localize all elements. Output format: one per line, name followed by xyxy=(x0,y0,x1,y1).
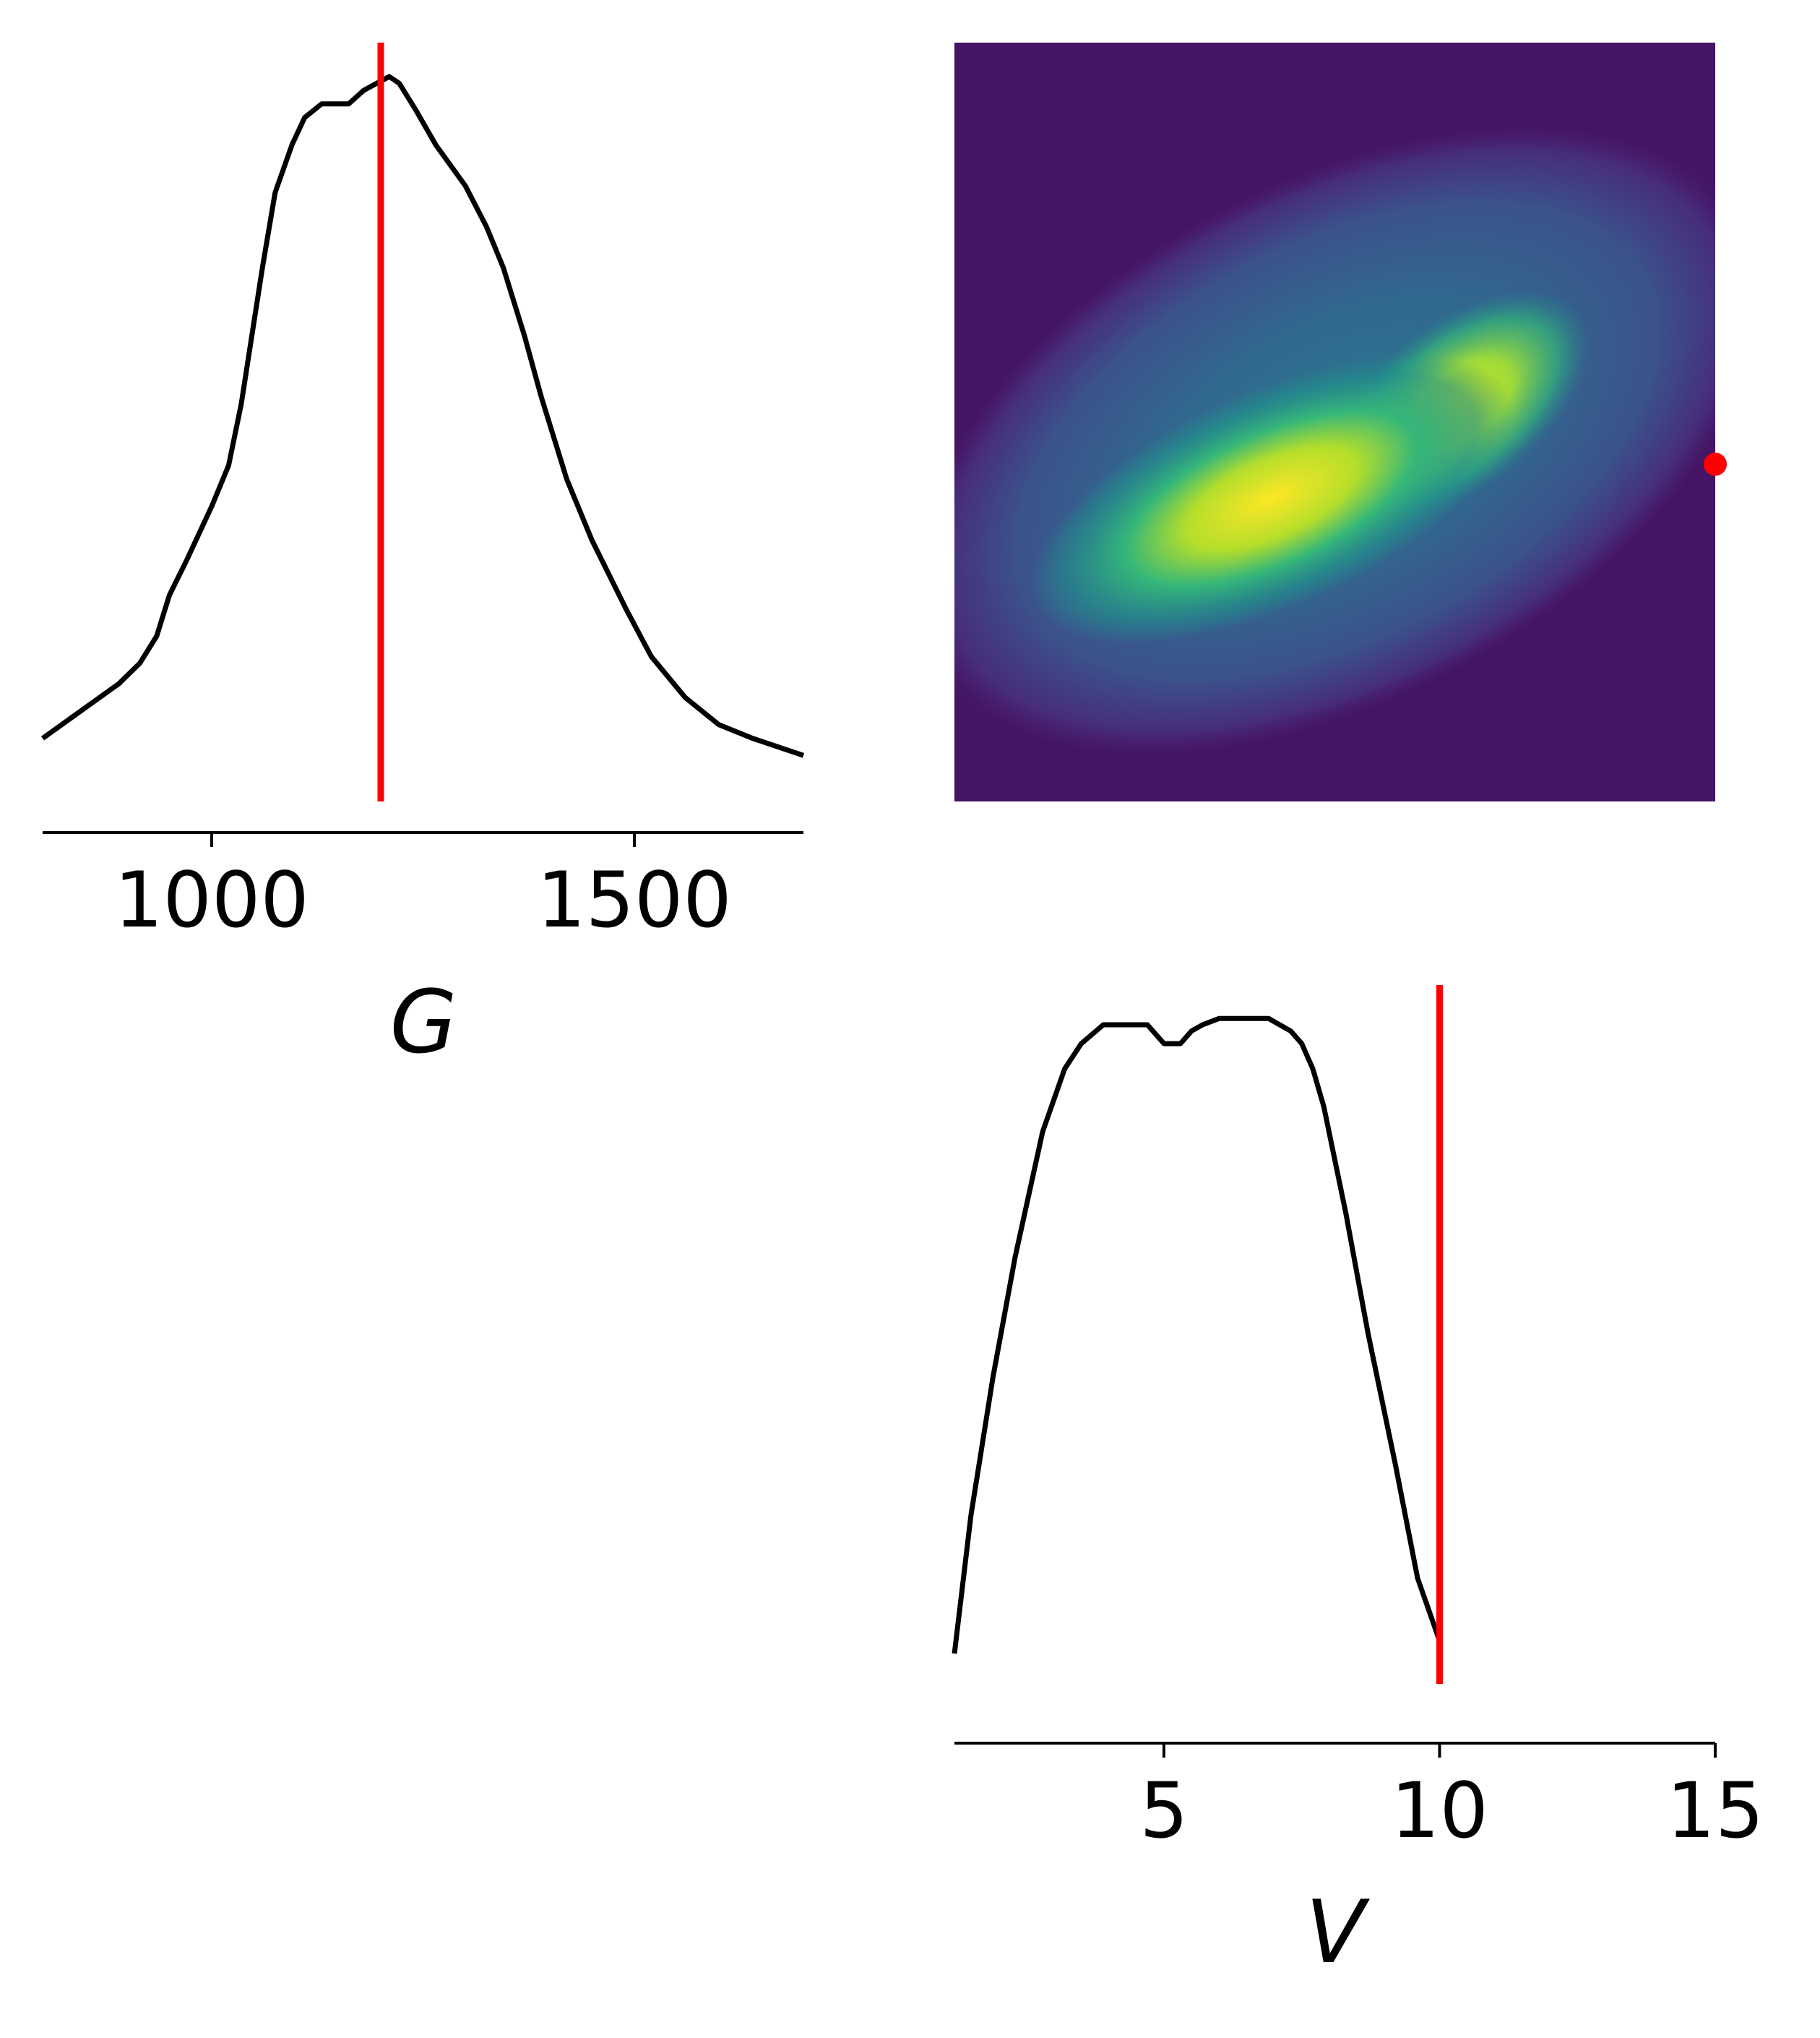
joint-density-panel xyxy=(954,43,1727,801)
density-curve-g xyxy=(40,74,805,758)
truth-point-joint xyxy=(1704,452,1727,476)
x-ticks-g: 1000 1500 xyxy=(114,833,732,945)
heatmap-image xyxy=(954,43,1715,801)
x-tick-label: 5 xyxy=(1139,1766,1188,1855)
x-axis-label-v: V xyxy=(1306,1883,1371,1983)
x-tick-label: 1000 xyxy=(114,856,309,945)
x-axis-label-g: G xyxy=(390,973,457,1073)
x-tick-label: 1500 xyxy=(537,856,732,945)
density-curve-v xyxy=(952,1015,1442,1654)
marginal-panel-v: 5 10 15 V xyxy=(952,985,1764,1983)
x-ticks-v: 5 10 15 xyxy=(1139,1743,1764,1855)
x-tick-label: 15 xyxy=(1667,1766,1764,1855)
x-tick-label: 10 xyxy=(1391,1766,1488,1855)
marginal-panel-g: 1000 1500 G xyxy=(40,43,805,1073)
